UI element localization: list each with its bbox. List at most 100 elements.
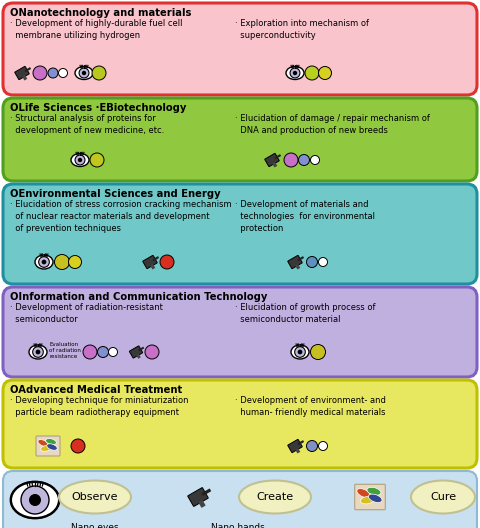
Circle shape xyxy=(290,68,300,78)
Text: · Development of environment- and
  human- friendly medical materials: · Development of environment- and human-… xyxy=(235,396,385,417)
Text: OLife Sciences ·EBiotechnology: OLife Sciences ·EBiotechnology xyxy=(10,103,186,113)
FancyBboxPatch shape xyxy=(265,154,279,167)
Text: Nano hands: Nano hands xyxy=(211,523,265,528)
Bar xyxy=(138,347,144,351)
Circle shape xyxy=(311,344,325,360)
Text: Nano eyes: Nano eyes xyxy=(71,523,119,528)
Ellipse shape xyxy=(11,482,59,518)
Circle shape xyxy=(75,155,85,165)
Bar xyxy=(297,256,304,261)
Ellipse shape xyxy=(360,496,374,504)
Ellipse shape xyxy=(357,488,370,497)
Text: · Elucidation of growth process of
  semiconductor material: · Elucidation of growth process of semic… xyxy=(235,303,375,324)
Circle shape xyxy=(293,71,297,75)
Circle shape xyxy=(319,67,332,80)
Circle shape xyxy=(42,260,47,265)
Text: · Elucidation of damage / repair mechanism of
  DNA and production of new breeds: · Elucidation of damage / repair mechani… xyxy=(235,114,430,135)
Text: ONanotechnology and materials: ONanotechnology and materials xyxy=(10,8,192,18)
Bar xyxy=(136,354,141,359)
Circle shape xyxy=(83,345,97,359)
Circle shape xyxy=(21,486,49,514)
Text: · Development of highly-durable fuel cell
  membrane utilizing hydrogen: · Development of highly-durable fuel cel… xyxy=(10,19,182,40)
Ellipse shape xyxy=(46,439,56,445)
FancyBboxPatch shape xyxy=(188,488,208,506)
Ellipse shape xyxy=(367,487,381,495)
Circle shape xyxy=(298,350,302,354)
Circle shape xyxy=(97,346,108,357)
Text: OAdvanced Medical Treatment: OAdvanced Medical Treatment xyxy=(10,385,182,395)
Bar xyxy=(152,256,159,261)
FancyBboxPatch shape xyxy=(3,287,477,377)
Circle shape xyxy=(145,345,159,359)
FancyBboxPatch shape xyxy=(130,346,143,358)
Circle shape xyxy=(295,347,305,357)
FancyBboxPatch shape xyxy=(288,256,302,269)
Circle shape xyxy=(71,439,85,453)
Circle shape xyxy=(39,257,49,267)
Text: Cure: Cure xyxy=(430,492,456,502)
Circle shape xyxy=(29,494,41,506)
Circle shape xyxy=(69,256,82,269)
Circle shape xyxy=(92,66,106,80)
Circle shape xyxy=(305,66,319,80)
Bar xyxy=(24,67,31,72)
Circle shape xyxy=(82,71,86,75)
Text: Observe: Observe xyxy=(72,492,118,502)
FancyBboxPatch shape xyxy=(143,256,157,269)
Text: · Structural analysis of proteins for
  development of new medicine, etc.: · Structural analysis of proteins for de… xyxy=(10,114,164,135)
Circle shape xyxy=(33,347,43,357)
Circle shape xyxy=(311,156,320,165)
Bar xyxy=(297,440,304,445)
FancyBboxPatch shape xyxy=(355,484,385,510)
Circle shape xyxy=(33,66,47,80)
Text: · Development of materials and
  technologies  for environmental
  protection: · Development of materials and technolog… xyxy=(235,200,374,233)
Ellipse shape xyxy=(291,345,309,359)
Circle shape xyxy=(36,350,40,354)
Circle shape xyxy=(59,69,68,78)
Bar xyxy=(201,488,211,496)
Circle shape xyxy=(307,257,317,268)
Circle shape xyxy=(299,155,310,165)
Circle shape xyxy=(55,254,70,269)
Ellipse shape xyxy=(368,494,382,503)
FancyBboxPatch shape xyxy=(288,439,302,452)
Bar xyxy=(272,162,277,167)
Circle shape xyxy=(319,441,327,450)
FancyBboxPatch shape xyxy=(36,436,60,456)
Ellipse shape xyxy=(411,480,475,514)
Circle shape xyxy=(319,258,327,267)
Text: · Elucidation of stress corrosion cracking mechanism
  of nuclear reactor materi: · Elucidation of stress corrosion cracki… xyxy=(10,200,232,233)
FancyBboxPatch shape xyxy=(3,184,477,284)
Text: Create: Create xyxy=(256,492,294,502)
FancyBboxPatch shape xyxy=(3,380,477,468)
Circle shape xyxy=(48,68,58,78)
Ellipse shape xyxy=(35,255,53,269)
Text: Evaluation
of radiation
resistance: Evaluation of radiation resistance xyxy=(49,342,81,359)
FancyBboxPatch shape xyxy=(15,67,29,80)
Ellipse shape xyxy=(71,154,89,166)
Ellipse shape xyxy=(239,480,311,514)
Ellipse shape xyxy=(41,446,51,451)
Circle shape xyxy=(284,153,298,167)
Ellipse shape xyxy=(59,480,131,514)
Ellipse shape xyxy=(47,444,57,450)
Text: · Exploration into mechanism of
  superconductivity: · Exploration into mechanism of supercon… xyxy=(235,19,369,40)
Ellipse shape xyxy=(29,345,47,359)
Bar xyxy=(22,75,27,80)
Circle shape xyxy=(90,153,104,167)
FancyBboxPatch shape xyxy=(3,471,477,528)
Text: · Development of radiation-resistant
  semiconductor: · Development of radiation-resistant sem… xyxy=(10,303,163,324)
Ellipse shape xyxy=(38,439,48,447)
Circle shape xyxy=(307,440,317,451)
Bar xyxy=(295,264,300,269)
Circle shape xyxy=(108,347,118,356)
Bar xyxy=(198,500,205,508)
Ellipse shape xyxy=(75,67,93,80)
Bar xyxy=(274,154,281,159)
Ellipse shape xyxy=(286,67,304,80)
FancyBboxPatch shape xyxy=(3,3,477,95)
Bar xyxy=(150,264,155,269)
Ellipse shape xyxy=(11,482,59,518)
Circle shape xyxy=(160,255,174,269)
Circle shape xyxy=(79,68,89,78)
